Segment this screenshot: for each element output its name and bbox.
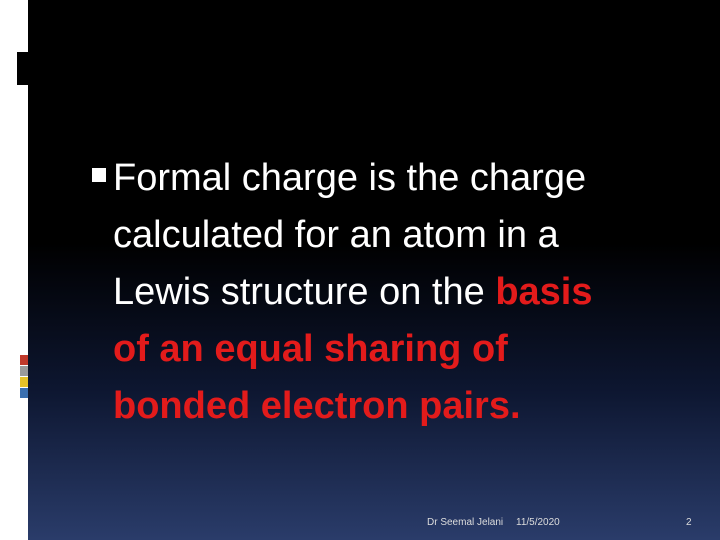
text-run: Lewis structure on the — [113, 271, 496, 313]
accent-blue — [20, 388, 28, 398]
corner-block — [17, 52, 28, 85]
text-run: Formal charge is the charge — [113, 157, 587, 199]
text-line: Lewis structure on the basis — [113, 269, 592, 315]
footer-author: Dr Seemal Jelani — [427, 517, 504, 528]
text-run: calculated for an atom in a — [113, 214, 559, 256]
text-line: of an equal sharing of — [113, 326, 508, 372]
text-line: bonded electron pairs. — [113, 383, 521, 429]
text-line: calculated for an atom in a — [113, 212, 559, 258]
slide — [28, 0, 720, 540]
bullet — [92, 168, 106, 182]
accent-yellow — [20, 377, 28, 387]
text-run: bonded electron pairs. — [113, 385, 521, 427]
accent-gray — [20, 366, 28, 376]
accent-red — [20, 355, 28, 365]
page-number: 2 — [686, 517, 692, 528]
text-line: Formal charge is the charge — [113, 155, 586, 201]
footer-date: 11/5/2020 — [516, 517, 560, 528]
text-run: basis — [495, 271, 593, 313]
text-run: of an equal sharing of — [113, 328, 508, 370]
